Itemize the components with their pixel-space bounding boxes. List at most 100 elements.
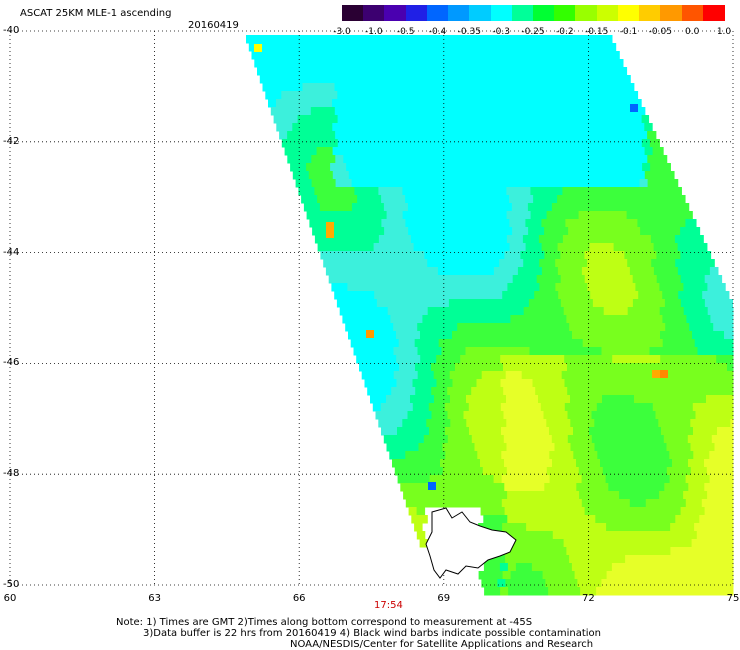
swath-cell xyxy=(554,467,564,476)
swath-cell xyxy=(465,67,474,76)
swath-cell xyxy=(616,507,626,516)
swath-cell xyxy=(655,435,665,444)
swath-cell xyxy=(605,243,615,252)
swath-cell xyxy=(472,299,482,308)
swath-cell xyxy=(476,171,486,180)
swath-cell xyxy=(470,107,480,116)
swath-cell xyxy=(661,195,670,204)
swath-cell xyxy=(619,307,629,316)
swath-cell xyxy=(257,67,266,76)
swath-cell xyxy=(645,267,655,276)
swath-cell xyxy=(585,347,594,356)
swath-cell xyxy=(380,379,389,388)
swath-cell xyxy=(440,299,450,308)
swath-cell xyxy=(558,315,567,324)
swath-cell xyxy=(682,467,692,476)
swath-cell xyxy=(598,339,608,348)
swath-cell xyxy=(562,419,571,428)
swath-cell xyxy=(386,187,395,196)
swath-cell xyxy=(485,499,495,508)
swath-cell xyxy=(414,339,424,348)
swath-cell xyxy=(480,43,490,52)
swath-cell xyxy=(473,323,482,332)
swath-cell xyxy=(340,123,349,132)
swath-cell xyxy=(301,195,310,204)
swath-cell xyxy=(359,131,368,140)
swath-cell xyxy=(513,91,522,100)
swath-cell xyxy=(578,187,587,196)
swath-cell xyxy=(406,339,416,348)
swath-cell xyxy=(388,355,397,364)
swath-cell xyxy=(414,315,423,324)
swath-cell xyxy=(283,51,292,60)
swath-cell xyxy=(453,475,463,484)
swath-cell xyxy=(536,227,545,236)
swath-cell xyxy=(326,59,335,68)
swath-cell xyxy=(655,411,664,420)
swath-cell xyxy=(383,155,392,164)
swath-cell xyxy=(450,395,459,404)
swath-cell xyxy=(488,275,498,284)
swath-cell xyxy=(612,171,622,180)
swath-cell xyxy=(535,435,545,444)
swath-cell xyxy=(539,491,548,500)
swath-cell xyxy=(674,467,684,476)
swath-cell xyxy=(683,259,692,268)
swath-cell xyxy=(384,251,393,260)
swath-cell xyxy=(532,587,541,596)
swath-cell xyxy=(656,507,666,516)
swath-cell xyxy=(534,523,543,532)
swath-cell xyxy=(715,283,724,292)
swath-cell xyxy=(621,195,630,204)
swath-cell xyxy=(663,155,668,164)
swath-cell xyxy=(516,147,526,156)
swath-cell xyxy=(644,123,653,132)
swath-cell xyxy=(654,571,664,580)
swath-cell xyxy=(563,283,572,292)
swath-cell xyxy=(529,323,538,332)
swath-cell xyxy=(716,379,725,388)
swath-cell xyxy=(568,507,578,516)
swath-cell xyxy=(405,499,415,508)
swath-cell xyxy=(466,211,476,220)
swath-cell xyxy=(510,571,520,580)
swath-cell xyxy=(493,499,503,508)
swath-cell xyxy=(558,107,568,116)
colorbar-segment xyxy=(384,5,407,21)
swath-cell xyxy=(361,91,370,100)
swath-cell xyxy=(483,75,493,84)
swath-cell xyxy=(594,187,603,196)
swath-cell xyxy=(578,235,588,244)
swath-cell xyxy=(519,387,528,396)
swath-cell xyxy=(416,299,426,308)
swath-cell xyxy=(658,235,668,244)
swath-cell xyxy=(607,179,617,188)
swath-cell xyxy=(453,267,463,276)
swath-cell xyxy=(545,555,554,564)
swath-cell xyxy=(372,331,381,340)
swath-cell xyxy=(550,59,559,68)
swath-cell xyxy=(580,331,589,340)
swath-cell xyxy=(605,475,615,484)
swath-cell xyxy=(283,75,293,84)
swath-cell xyxy=(664,531,674,540)
swath-cell xyxy=(593,555,602,564)
swath-cell xyxy=(677,427,686,436)
swath-cell xyxy=(559,363,568,372)
swath-cell xyxy=(606,339,616,348)
swath-cell xyxy=(594,467,604,476)
swath-cell xyxy=(385,67,394,76)
swath-cell xyxy=(642,419,651,428)
swath-cell xyxy=(594,443,603,452)
swath-cell xyxy=(597,219,606,228)
swath-cell xyxy=(572,171,582,180)
swath-cell xyxy=(708,403,718,412)
swath-cell xyxy=(402,187,411,196)
swath-cell xyxy=(462,35,471,44)
swath-cell xyxy=(580,587,589,596)
swath-cell xyxy=(367,155,376,164)
swath-cell xyxy=(391,203,401,212)
swath-cell xyxy=(724,587,733,596)
swath-cell xyxy=(370,235,380,244)
swath-cell xyxy=(278,83,287,92)
